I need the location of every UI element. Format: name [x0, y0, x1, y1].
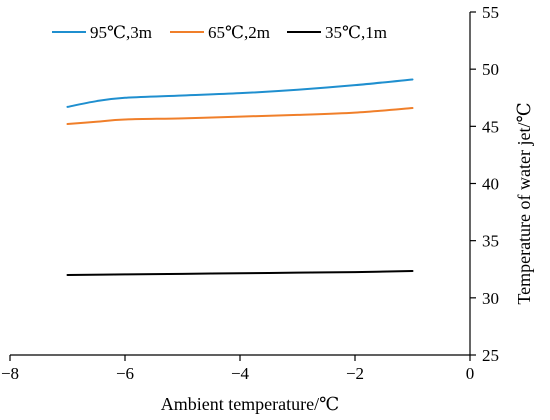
- x-axis-ticks: −8 −6 −4 −2 0: [1, 355, 474, 383]
- legend: 95℃,3m 65℃,2m 35℃,1m: [52, 23, 387, 42]
- legend-label: 35℃,1m: [325, 23, 387, 42]
- axes: [10, 12, 471, 356]
- x-tick-label: −6: [116, 364, 134, 383]
- series-line-1: [66, 107, 414, 126]
- x-tick-label: 0: [466, 364, 475, 383]
- y-axis-title: Temperature of water jet/℃: [514, 102, 534, 304]
- x-tick-label: −2: [346, 364, 364, 383]
- y-tick-label: 55: [482, 3, 499, 22]
- y-tick-label: 35: [482, 232, 499, 251]
- series-line-0: [66, 78, 414, 108]
- legend-label: 95℃,3m: [90, 23, 152, 42]
- x-axis-title: Ambient temperature/℃: [161, 394, 340, 414]
- legend-label: 65℃,2m: [208, 23, 270, 42]
- series-line-2: [66, 269, 414, 276]
- x-tick-label: −4: [231, 364, 250, 383]
- series-lines: [66, 78, 414, 276]
- y-tick-label: 40: [482, 175, 499, 194]
- y-tick-label: 45: [482, 117, 499, 136]
- y-axis-ticks: 25 30 35 40 45 50 55: [470, 3, 499, 365]
- x-tick-label: −8: [1, 364, 19, 383]
- y-tick-label: 30: [482, 289, 499, 308]
- y-tick-label: 50: [482, 60, 499, 79]
- y-tick-label: 25: [482, 346, 499, 365]
